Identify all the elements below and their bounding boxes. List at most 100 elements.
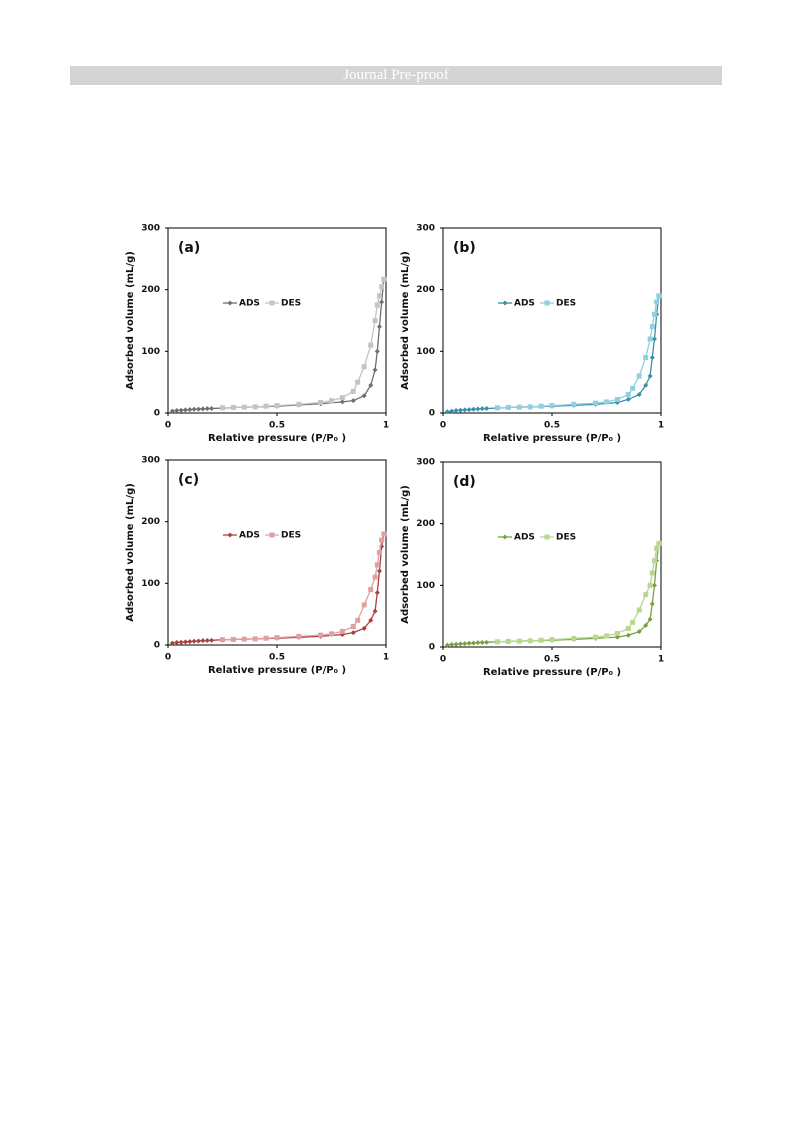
plot-frame (167, 227, 387, 414)
x-tick-label: 0 (440, 421, 446, 431)
marker (502, 534, 508, 540)
chart: 0 100 200 300 0 0.5 1 Relative pressure (P/P₀ )… (125, 456, 389, 677)
marker (516, 404, 522, 410)
marker (318, 400, 324, 406)
marker (630, 619, 636, 625)
marker (350, 398, 356, 404)
marker (169, 408, 175, 414)
x-axis-label: Relative pressure (P/P₀ ) (483, 433, 621, 444)
marker (350, 630, 356, 636)
legend-label: DES (281, 299, 301, 309)
marker (241, 636, 247, 642)
marker (630, 385, 636, 391)
marker (339, 399, 345, 405)
marker (339, 395, 345, 401)
marker (209, 637, 215, 643)
series-line (222, 533, 385, 641)
panel-label: (a) (178, 240, 200, 256)
marker (361, 364, 367, 370)
marker (209, 405, 215, 411)
marker (196, 406, 202, 412)
legend-label: DES (556, 533, 576, 543)
legend-label: ADS (514, 299, 535, 309)
marker (379, 284, 385, 290)
marker (296, 633, 302, 639)
marker (196, 638, 202, 644)
marker (656, 540, 662, 546)
x-tick-label: 1 (383, 653, 389, 663)
x-tick-label: 0.5 (269, 653, 285, 663)
marker (593, 634, 599, 640)
marker (495, 405, 500, 411)
marker (647, 373, 653, 379)
marker (269, 300, 275, 306)
marker (381, 276, 387, 282)
y-axis-label: Adsorbed volume (mL/g) (125, 251, 136, 390)
marker (178, 407, 184, 413)
marker (361, 393, 367, 399)
marker (204, 406, 210, 412)
legend-label: DES (556, 299, 576, 309)
marker (549, 403, 555, 409)
panel-label: (c) (178, 472, 199, 488)
marker (643, 382, 649, 388)
y-axis-label: Adsorbed volume (mL/g) (400, 251, 411, 390)
marker (647, 582, 653, 588)
header-title: Journal Pre-proof (70, 66, 722, 85)
y-tick-label: 200 (141, 517, 160, 527)
marker (453, 641, 459, 647)
marker (263, 403, 269, 409)
marker (636, 629, 642, 635)
y-tick-label: 0 (154, 641, 160, 651)
marker (544, 300, 550, 306)
marker (379, 299, 385, 305)
marker (372, 367, 378, 373)
marker (296, 401, 302, 407)
marker (376, 324, 382, 330)
x-tick-label: 0 (165, 653, 171, 663)
marker (656, 293, 662, 299)
y-tick-label: 300 (141, 224, 160, 234)
x-axis-label: Relative pressure (P/P₀ ) (208, 433, 346, 444)
panel-label: (d) (453, 474, 476, 490)
y-axis-label: Adsorbed volume (mL/g) (400, 485, 411, 624)
marker (453, 408, 459, 414)
x-tick-label: 1 (658, 655, 664, 665)
y-tick-label: 200 (141, 285, 160, 295)
marker (374, 348, 380, 354)
marker (649, 601, 655, 607)
chart: 0 100 200 300 0 0.5 1 Relative pressure (P/P₀ )… (125, 224, 389, 445)
marker (495, 639, 500, 645)
marker (571, 635, 577, 641)
marker (651, 558, 657, 564)
x-axis-label: Relative pressure (P/P₀ ) (208, 665, 346, 676)
marker (449, 642, 455, 648)
marker (227, 532, 233, 538)
marker (649, 570, 655, 576)
marker (178, 639, 184, 645)
marker (350, 388, 356, 394)
marker (466, 407, 472, 413)
marker (374, 562, 380, 568)
x-tick-label: 0.5 (544, 655, 560, 665)
marker (376, 550, 382, 555)
marker (381, 531, 387, 537)
x-tick-label: 0 (165, 421, 171, 431)
marker (479, 639, 485, 645)
x-tick-label: 0 (440, 655, 446, 665)
marker (263, 635, 269, 641)
y-tick-label: 0 (429, 643, 435, 653)
marker (241, 404, 247, 410)
marker (230, 404, 236, 410)
marker (350, 624, 356, 629)
legend-label: ADS (239, 531, 260, 541)
marker (200, 638, 206, 644)
marker (651, 311, 657, 317)
marker (471, 640, 477, 646)
marker (502, 300, 508, 306)
marker (376, 293, 382, 299)
x-axis-label: Relative pressure (P/P₀ ) (483, 667, 621, 678)
y-tick-label: 100 (141, 347, 160, 357)
marker (191, 406, 197, 412)
marker (462, 407, 468, 413)
